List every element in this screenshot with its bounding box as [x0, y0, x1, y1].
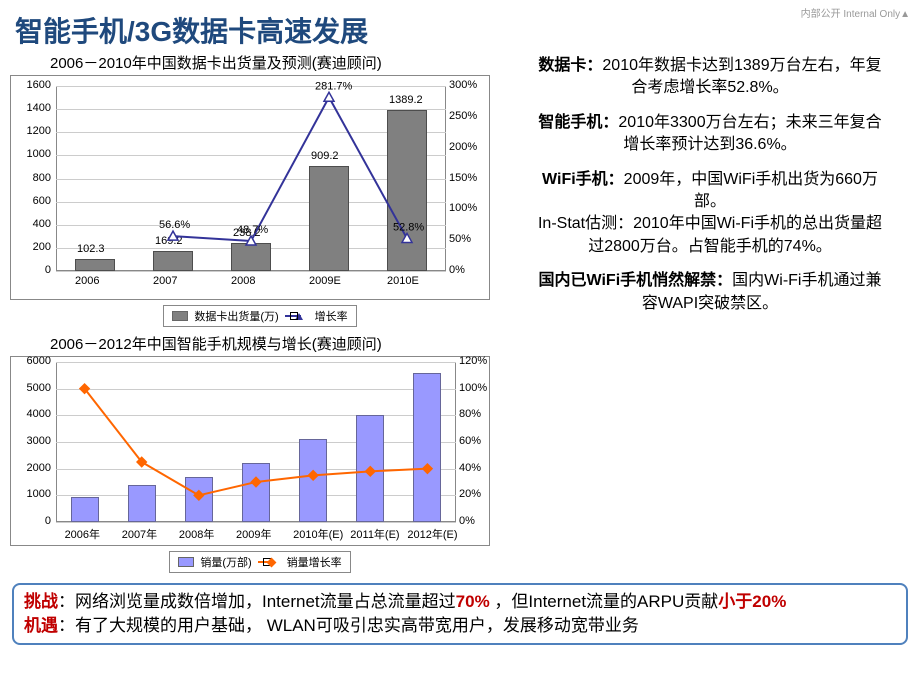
svg-text:56.6%: 56.6%: [159, 219, 190, 231]
chart1: 020040060080010001200140016000%50%100%15…: [10, 75, 490, 300]
side-p3: WiFi手机：2009年，中国WiFi手机出货为660万部。In-Stat估测：…: [535, 169, 885, 259]
chart1-legend: 数据卡出货量(万) 增长率: [163, 305, 356, 327]
svg-text:281.7%: 281.7%: [315, 80, 353, 92]
chart2: 01000200030004000500060000%20%40%60%80%1…: [10, 356, 490, 546]
charts-column: 2006－2010年中国数据卡出货量及预测(赛迪顾问) 020040060080…: [10, 50, 510, 579]
side-p4: 国内已WiFi手机悄然解禁：国内Wi-Fi手机通过兼容WAPI突破禁区。: [535, 270, 885, 315]
page-title: 智能手机/3G数据卡高速发展: [0, 0, 920, 50]
side-text: 数据卡：2010年数据卡达到1389万台左右，年复合考虑增长率52.8%。 智能…: [520, 50, 900, 579]
chart1-title: 2006－2010年中国数据卡出货量及预测(赛迪顾问): [10, 52, 510, 73]
chart2-legend: 销量(万部) 销量增长率: [169, 551, 350, 573]
svg-text:48.7%: 48.7%: [237, 224, 268, 236]
bottom-line1: 挑战：网络浏览量成数倍增加，Internet流量占总流量超过70% ，但Inte…: [24, 590, 896, 614]
svg-text:52.8%: 52.8%: [393, 221, 424, 233]
bottom-line2: 机遇：有了大规模的用户基础， WLAN可吸引忠实高带宽用户，发展移动宽带业务: [24, 614, 896, 638]
side-p1: 数据卡：2010年数据卡达到1389万台左右，年复合考虑增长率52.8%。: [535, 55, 885, 100]
chart2-title: 2006－2012年中国智能手机规模与增长(赛迪顾问): [10, 333, 510, 354]
classification-label: 内部公开 Internal Only▲: [801, 5, 910, 20]
bottom-callout: 挑战：网络浏览量成数倍增加，Internet流量占总流量超过70% ，但Inte…: [12, 583, 908, 645]
side-p2: 智能手机：2010年3300万台左右；未来三年复合增长率预计达到36.6%。: [535, 112, 885, 157]
